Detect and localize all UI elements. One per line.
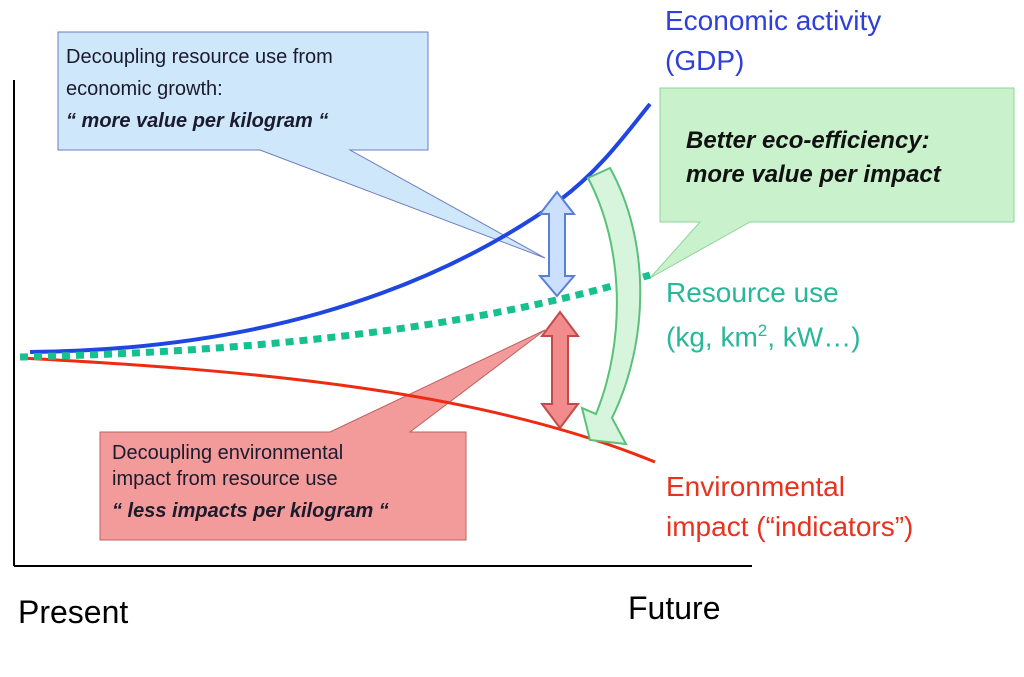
- environmental-impact-curve: [19, 356, 656, 464]
- resource-use-label-line1: Resource use: [666, 277, 839, 308]
- environmental-impact-label-line2: impact (“indicators”): [666, 511, 914, 542]
- resource-unit-a: (kg, km: [666, 321, 758, 353]
- environmental-impact-label-line1: Environmental: [666, 471, 845, 502]
- gdp-label-line2: (GDP): [665, 45, 745, 76]
- blue-callout-line2: economic growth:: [66, 78, 223, 100]
- environmental-impact-label: Environmental impact (“indicators”): [666, 470, 913, 544]
- resource-use-label-line2: (kg, km2, kW…): [666, 314, 861, 354]
- red-callout-emphasis: “ less impacts per kilogram “: [112, 500, 389, 522]
- gdp-curve: [29, 102, 652, 354]
- blue-double-arrow: [537, 190, 577, 298]
- gdp-label: Economic activity (GDP): [665, 4, 881, 78]
- resource-use-label: Resource use (kg, km2, kW…): [666, 276, 861, 354]
- red-callout-text: Decoupling environmental impact from res…: [112, 440, 389, 524]
- blue-callout-box: [57, 31, 546, 259]
- blue-callout-text: Decoupling resource use from economic gr…: [66, 44, 333, 134]
- red-callout-box: [99, 329, 546, 541]
- green-callout-line2: more value per impact: [686, 161, 941, 188]
- red-callout-line1: Decoupling environmental: [112, 442, 344, 464]
- future-label: Future: [628, 590, 721, 626]
- present-label: Present: [18, 594, 129, 630]
- blue-callout-line1: Decoupling resource use from: [66, 46, 333, 68]
- green-callout-line1: Better eco-efficiency:: [686, 127, 930, 154]
- resource-unit-b: , kW…): [767, 321, 861, 353]
- gdp-label-line1: Economic activity: [665, 5, 882, 36]
- green-callout-box: [649, 87, 1015, 279]
- resource-unit-sup: 2: [757, 321, 768, 340]
- red-callout-line2: impact from resource use: [112, 468, 338, 490]
- green-callout-text: Better eco-efficiency: more value per im…: [686, 124, 941, 192]
- blue-callout-emphasis: “ more value per kilogram “: [66, 110, 329, 132]
- red-double-arrow: [540, 310, 580, 430]
- green-curved-arrow: [580, 166, 642, 446]
